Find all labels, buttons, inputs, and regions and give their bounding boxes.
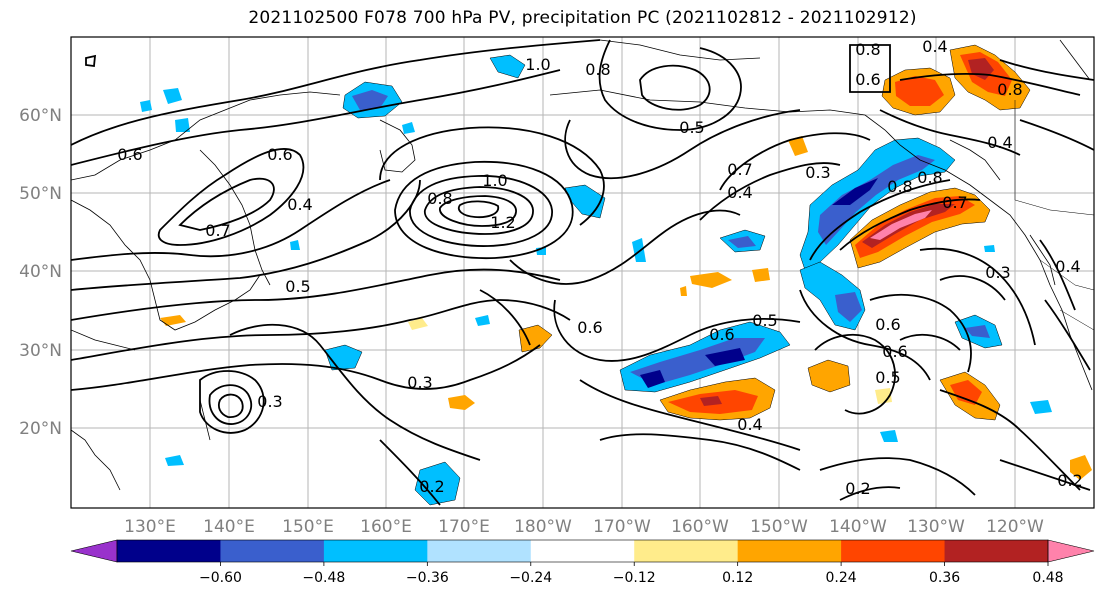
contour-label: 0.5 [679, 118, 704, 137]
precip-shading-negative [140, 54, 1052, 506]
colorbar-segment [530, 540, 635, 562]
contour-label: 0.7 [727, 160, 752, 179]
contour-label: 0.4 [737, 415, 762, 434]
contour-label: 0.3 [985, 263, 1010, 282]
contour-label: 0.8 [887, 177, 912, 196]
contour-label: 0.3 [407, 373, 432, 392]
colorbar-tick-label: −0.60 [199, 570, 242, 586]
contour-label: 0.3 [805, 163, 830, 182]
lat-tick-label: 50°N [19, 184, 62, 204]
lat-tick-label: 40°N [19, 262, 62, 282]
contour-label: 0.8 [917, 168, 942, 187]
colorbar-tick-label: 0.24 [826, 570, 857, 586]
borders [1014, 100, 1094, 331]
contour-label: 0.3 [257, 392, 282, 411]
latitude-labels: 60°N 50°N 40°N 30°N 20°N [19, 106, 62, 439]
colorbar-segment [634, 540, 739, 562]
contour-label: 0.7 [205, 221, 230, 240]
colorbar-extend-max [1047, 539, 1095, 563]
contour-label: 0.4 [922, 37, 947, 56]
lon-tick-label: 120°W [986, 517, 1044, 537]
longitude-labels: 130°E 140°E 150°E 160°E 170°E 180°W 170°W 160°W… [124, 517, 1044, 537]
colorbar-frame [116, 539, 1049, 563]
colorbar-tick-label: −0.36 [406, 570, 449, 586]
colorbar-tick-label: 0.48 [1032, 570, 1063, 586]
contour-label: 0.6 [117, 145, 142, 164]
contour-label: 0.2 [845, 479, 870, 498]
contour-label: 0.6 [577, 318, 602, 337]
colorbar-segment [841, 540, 946, 562]
lon-tick-label: 150°W [750, 517, 808, 537]
colorbar-segment [944, 540, 1049, 562]
colorbar-tick-label: −0.12 [613, 570, 656, 586]
contour-label: 1.2 [490, 213, 515, 232]
contour-label: 0.5 [875, 368, 900, 387]
colorbar-segment [220, 540, 325, 562]
contour-label: 0.4 [987, 133, 1012, 152]
contour-label: 0.4 [727, 183, 752, 202]
coastlines [71, 39, 1093, 491]
contour-label: 0.8 [585, 60, 610, 79]
contour-label: 0.7 [942, 193, 967, 212]
lon-tick-label: 160°E [360, 517, 412, 537]
colorbar-tick-label: 0.12 [722, 570, 753, 586]
map-frame [70, 36, 1095, 509]
lon-tick-label: 150°E [282, 517, 334, 537]
lon-tick-label: 180°W [514, 517, 572, 537]
contour-labels: 1.0 0.8 0.8 0.6 0.5 0.6 0.7 1.0 0.8 1.2 0.7 0.4 0.3 0… [117, 37, 1082, 498]
contour-label: 0.6 [709, 325, 734, 344]
map-title: 2021102500 F078 700 hPa PV, precipitatio… [248, 8, 917, 28]
colorbar-segment [737, 540, 842, 562]
lon-tick-label: 140°E [203, 517, 255, 537]
lon-tick-label: 160°W [671, 517, 729, 537]
contour-label: 0.8 [997, 80, 1022, 99]
contour-label: 1.0 [482, 171, 507, 190]
contour-label: 0.8 [427, 189, 452, 208]
lon-tick-label: 130°W [907, 517, 965, 537]
lon-tick-label: 140°W [829, 517, 887, 537]
lat-tick-label: 60°N [19, 106, 62, 126]
contour-label: 0.6 [882, 342, 907, 361]
colorbar-tick-label: −0.24 [509, 570, 552, 586]
colorbar-tick-label: −0.48 [302, 570, 345, 586]
colorbar-extend-min [70, 539, 118, 563]
contour-label: 0.6 [855, 70, 880, 89]
pv-contours [71, 39, 1094, 506]
contour-label: 0.5 [752, 311, 777, 330]
contour-label: 0.4 [1055, 257, 1080, 276]
contour-label: 0.4 [287, 195, 312, 214]
lon-tick-label: 130°E [124, 517, 176, 537]
lat-tick-label: 20°N [19, 419, 62, 439]
colorbar: −0.60 −0.48 −0.36 −0.24 −0.12 0.12 0.24 0.36 0.4… [70, 539, 1095, 586]
contour-label: 0.6 [875, 315, 900, 334]
contour-label: 0.5 [285, 277, 310, 296]
colorbar-tick-label: 0.36 [929, 570, 960, 586]
contour-label: 0.2 [1057, 471, 1082, 490]
contour-label: 1.0 [525, 55, 550, 74]
lat-tick-label: 30°N [19, 341, 62, 361]
contour-label: 0.8 [855, 40, 880, 59]
contour-label: 0.2 [419, 477, 444, 496]
colorbar-segment [117, 540, 221, 562]
colorbar-segment [323, 540, 428, 562]
lon-tick-label: 170°E [438, 517, 490, 537]
lon-tick-label: 170°W [593, 517, 651, 537]
map-content: 1.0 0.8 0.8 0.6 0.5 0.6 0.7 1.0 0.8 1.2 0.7 0.4 0.3 0… [71, 37, 1094, 508]
colorbar-segment [427, 540, 532, 562]
contour-label: 0.6 [267, 145, 292, 164]
